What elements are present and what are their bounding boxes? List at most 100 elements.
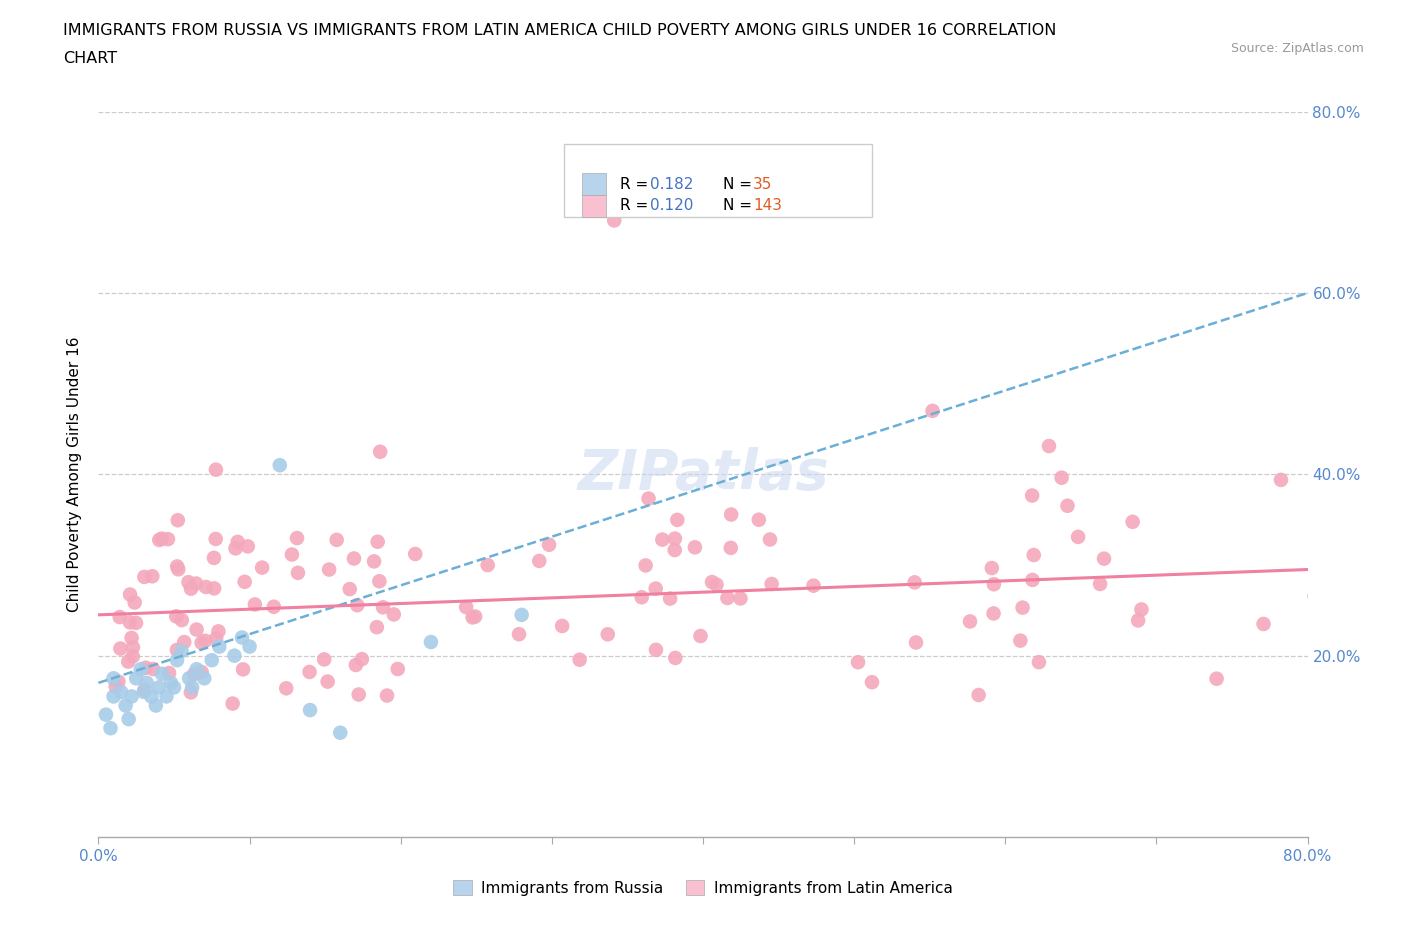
Point <box>145 698 167 713</box>
Point <box>1038 439 1060 454</box>
Point <box>103 671 125 685</box>
Point <box>135 675 157 690</box>
Point <box>803 578 825 593</box>
Point <box>1253 617 1275 631</box>
Point <box>285 531 308 546</box>
Point <box>142 661 165 676</box>
Point <box>125 616 148 631</box>
Point <box>118 587 141 602</box>
Point <box>125 671 148 685</box>
Point <box>156 532 179 547</box>
Point <box>94 707 117 722</box>
Point <box>644 581 666 596</box>
Point <box>375 688 398 703</box>
Point <box>1050 471 1073 485</box>
Bar <box>582 195 606 217</box>
Point <box>363 554 385 569</box>
Point <box>194 633 217 648</box>
Point <box>177 575 200 590</box>
Point <box>183 667 205 682</box>
Point <box>387 661 409 676</box>
Y-axis label: Child Poverty Among Girls Under 16: Child Poverty Among Girls Under 16 <box>67 337 83 612</box>
Point <box>350 652 373 667</box>
Text: CHART: CHART <box>63 51 117 66</box>
Point <box>316 674 339 689</box>
Point <box>461 610 484 625</box>
Point <box>118 711 141 726</box>
Text: ZIPatlas: ZIPatlas <box>578 447 828 501</box>
Point <box>730 591 752 605</box>
Text: 35: 35 <box>754 177 772 192</box>
Point <box>231 631 253 645</box>
Point <box>134 683 156 698</box>
Point <box>980 561 1002 576</box>
Point <box>103 689 125 704</box>
Point <box>141 689 163 704</box>
Point <box>207 624 229 639</box>
Point <box>122 640 145 655</box>
Text: R =: R = <box>620 198 654 213</box>
Point <box>190 635 212 650</box>
Point <box>287 565 309 580</box>
Point <box>664 531 686 546</box>
Point <box>1011 600 1033 615</box>
Point <box>346 598 368 613</box>
Point <box>404 547 426 562</box>
Point <box>202 551 225 565</box>
Point <box>645 643 668 658</box>
Point <box>1022 548 1045 563</box>
Point <box>860 675 883 690</box>
Point <box>104 679 127 694</box>
Point <box>226 535 249 550</box>
Point <box>983 577 1005 591</box>
Point <box>208 639 231 654</box>
Point <box>263 599 285 614</box>
Text: 0.120: 0.120 <box>651 198 693 213</box>
Point <box>148 680 170 695</box>
Point <box>529 553 551 568</box>
Point <box>325 533 347 548</box>
Text: N =: N = <box>723 177 756 192</box>
Point <box>134 569 156 584</box>
Point <box>166 643 188 658</box>
Point <box>1126 613 1149 628</box>
Point <box>664 650 686 665</box>
Point <box>1056 498 1078 513</box>
Point <box>720 507 742 522</box>
Bar <box>564 144 872 217</box>
Point <box>121 631 143 645</box>
Point <box>186 662 208 677</box>
Point <box>205 631 228 646</box>
Point <box>596 627 619 642</box>
Point <box>720 540 742 555</box>
Point <box>1021 488 1043 503</box>
Point <box>118 615 141 630</box>
Point <box>1010 633 1032 648</box>
Point <box>167 562 190 577</box>
Point <box>173 634 195 649</box>
Point <box>108 609 131 624</box>
Point <box>165 609 187 624</box>
Point <box>160 675 183 690</box>
Point <box>706 578 728 592</box>
Point <box>179 671 201 685</box>
Point <box>314 652 336 667</box>
Point <box>132 684 155 699</box>
Point <box>100 721 122 736</box>
Point <box>651 532 673 547</box>
Point <box>630 590 652 604</box>
Point <box>510 607 533 622</box>
Text: N =: N = <box>723 198 756 213</box>
Point <box>150 667 173 682</box>
Point <box>1270 472 1292 487</box>
Point <box>193 671 215 685</box>
Point <box>298 665 321 680</box>
Point <box>700 575 723 590</box>
Point <box>121 649 143 664</box>
Point <box>761 577 783 591</box>
Point <box>166 653 188 668</box>
Point <box>368 574 391 589</box>
Point <box>537 538 560 552</box>
Point <box>225 541 247 556</box>
Point <box>114 698 136 713</box>
